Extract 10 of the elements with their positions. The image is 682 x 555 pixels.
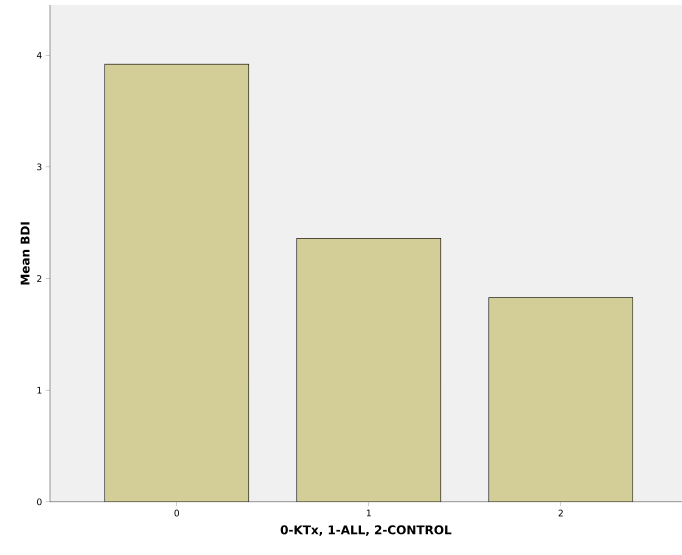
y-axis-title: Mean BDI bbox=[20, 222, 30, 285]
y-tick-label: 4 bbox=[36, 52, 42, 59]
y-tick-label: 0 bbox=[37, 498, 42, 506]
x-tick-label: 0 bbox=[174, 510, 180, 517]
x-tick-label: 2 bbox=[558, 510, 563, 516]
x-tick-label: 1 bbox=[366, 510, 371, 516]
y-tick-label: 3 bbox=[37, 164, 42, 170]
y-tick-label: 1 bbox=[37, 386, 42, 394]
x-axis-title: 0-KTx, 1-ALL, 2-CONTROL bbox=[280, 525, 452, 536]
y-tick-label: 2 bbox=[37, 275, 42, 282]
